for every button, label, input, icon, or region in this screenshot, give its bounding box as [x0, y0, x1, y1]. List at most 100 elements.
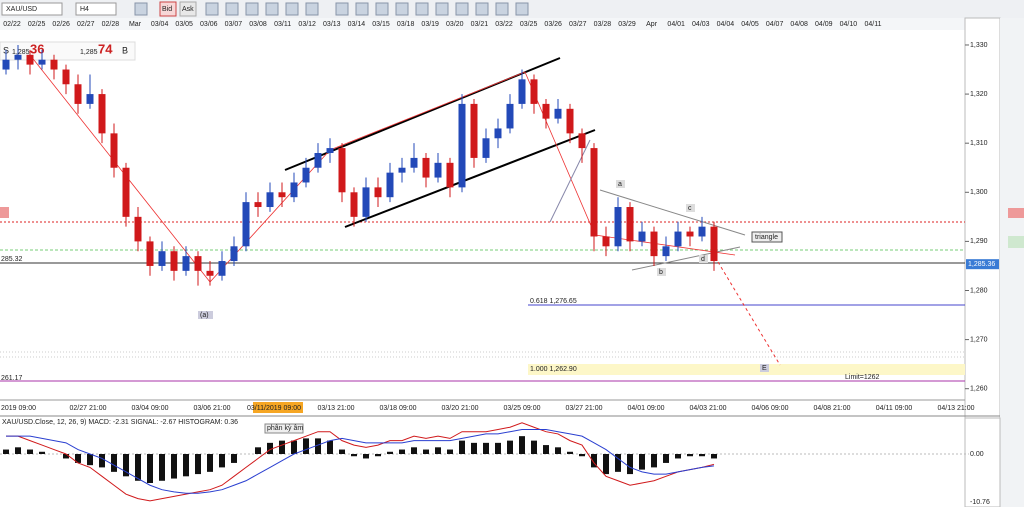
candle-body: [530, 79, 538, 104]
histogram-bar: [339, 449, 345, 455]
top-date: 03/19: [421, 21, 439, 28]
bottom-date: 04/06 09:00: [752, 405, 789, 412]
signal-line: [6, 428, 715, 494]
divergence-tag: [264, 423, 304, 434]
top-date-bar: [0, 18, 965, 30]
bottom-date: 04/01 09:00: [628, 405, 665, 412]
histogram-bar: [363, 454, 369, 459]
histogram-bar: [435, 447, 441, 455]
candle-body: [638, 231, 646, 242]
histogram-bar: [99, 454, 105, 468]
histogram-bar: [531, 440, 537, 455]
candle-body: [386, 172, 394, 198]
candle-body: [458, 103, 466, 188]
wave-label: d: [701, 256, 705, 263]
ask-button[interactable]: [179, 1, 197, 17]
candle-body: [650, 231, 658, 257]
histogram-bar: [579, 454, 585, 457]
wave-label: c: [688, 205, 692, 212]
histogram-bar: [495, 442, 501, 455]
histogram-bar: [195, 454, 201, 475]
toolbar: [0, 0, 1024, 18]
drawings: [29, 54, 781, 366]
bottom-date: 03/11/2019 09:00: [247, 405, 301, 412]
candle-body: [698, 226, 706, 237]
candle-body: [2, 59, 10, 70]
top-date: 04/08: [790, 21, 808, 28]
top-date: Apr: [646, 21, 658, 28]
top-date: 03/06: [200, 21, 218, 28]
symbol: XAU/USD: [6, 6, 37, 13]
candle-body: [674, 231, 682, 247]
histogram-bar: [543, 445, 549, 455]
top-date: 02/25: [28, 21, 46, 28]
macd-axis: [964, 417, 1001, 508]
top-date: 04/01: [667, 21, 685, 28]
top-date: 03/12: [298, 21, 316, 28]
bid-label: Bid: [162, 6, 172, 13]
candle-body: [662, 246, 670, 257]
timeframe-box[interactable]: [75, 2, 117, 16]
wave-tag: [616, 180, 625, 188]
candle-body: [338, 148, 346, 193]
top-date: 04/11: [865, 21, 882, 28]
histogram-bar: [639, 454, 645, 470]
candle-body: [518, 79, 526, 104]
price-tick-label: 1,290: [970, 238, 988, 245]
histogram-bar: [255, 447, 261, 455]
top-date: 02/22: [3, 21, 21, 28]
candle-body: [170, 251, 178, 271]
top-date: 02/26: [52, 21, 70, 28]
histogram-bar: [447, 449, 453, 455]
histogram-bar: [663, 454, 669, 463]
candle-body: [50, 59, 58, 70]
highlight-date: [253, 402, 303, 413]
histogram-bar: [591, 454, 597, 468]
top-date: 03/04: [151, 21, 169, 28]
wave-label: a: [618, 181, 622, 188]
fib-band: [528, 364, 965, 375]
candle-body: [554, 108, 562, 119]
histogram-bar: [483, 442, 489, 455]
top-date: 03/18: [397, 21, 415, 28]
candle-body: [146, 241, 154, 266]
histogram-bar: [39, 451, 45, 455]
top-date: 03/11: [274, 21, 291, 28]
price-tick-label: 1,270: [970, 336, 988, 343]
bottom-date: 03/18 09:00: [380, 405, 417, 412]
candle-body: [542, 103, 550, 119]
histogram-bar: [159, 454, 165, 481]
top-date: 03/28: [594, 21, 612, 28]
histogram-bar: [603, 454, 609, 475]
wave-tag: [699, 255, 708, 263]
wave-tag: [760, 364, 769, 372]
wave-label: (a): [200, 312, 209, 319]
candle-body: [194, 256, 202, 271]
bottom-date: 02/27 21:00: [70, 405, 107, 412]
buy-big: 1,285: [80, 49, 98, 56]
price-tick-label: 1,300: [970, 189, 988, 196]
quote-box: [0, 41, 136, 61]
candle-body: [218, 261, 226, 276]
bottom-date: 2019 09:00: [1, 405, 36, 412]
histogram-bar: [567, 451, 573, 455]
wave-tag: [657, 268, 666, 276]
histogram-bar: [171, 454, 177, 479]
top-date: Mar: [129, 21, 142, 28]
current-price-label: 1,285.36: [968, 261, 995, 268]
bid-button[interactable]: [159, 1, 177, 17]
buy-small: 74: [98, 41, 113, 56]
histogram-bar: [327, 440, 333, 455]
symbol-box[interactable]: [1, 2, 63, 16]
top-date: 03/05: [175, 21, 193, 28]
sell-big: 1,285: [12, 49, 30, 56]
top-date: 03/21: [471, 21, 489, 28]
candle-body: [26, 54, 34, 65]
bottom-date: 04/13 21:00: [938, 405, 975, 412]
top-date: 03/15: [372, 21, 390, 28]
fib-618-label: 0.618 1,276.65: [530, 298, 577, 305]
histogram-bar: [675, 454, 681, 459]
histogram-bar: [711, 454, 717, 459]
histogram-bar: [351, 454, 357, 457]
histogram-bar: [387, 451, 393, 455]
